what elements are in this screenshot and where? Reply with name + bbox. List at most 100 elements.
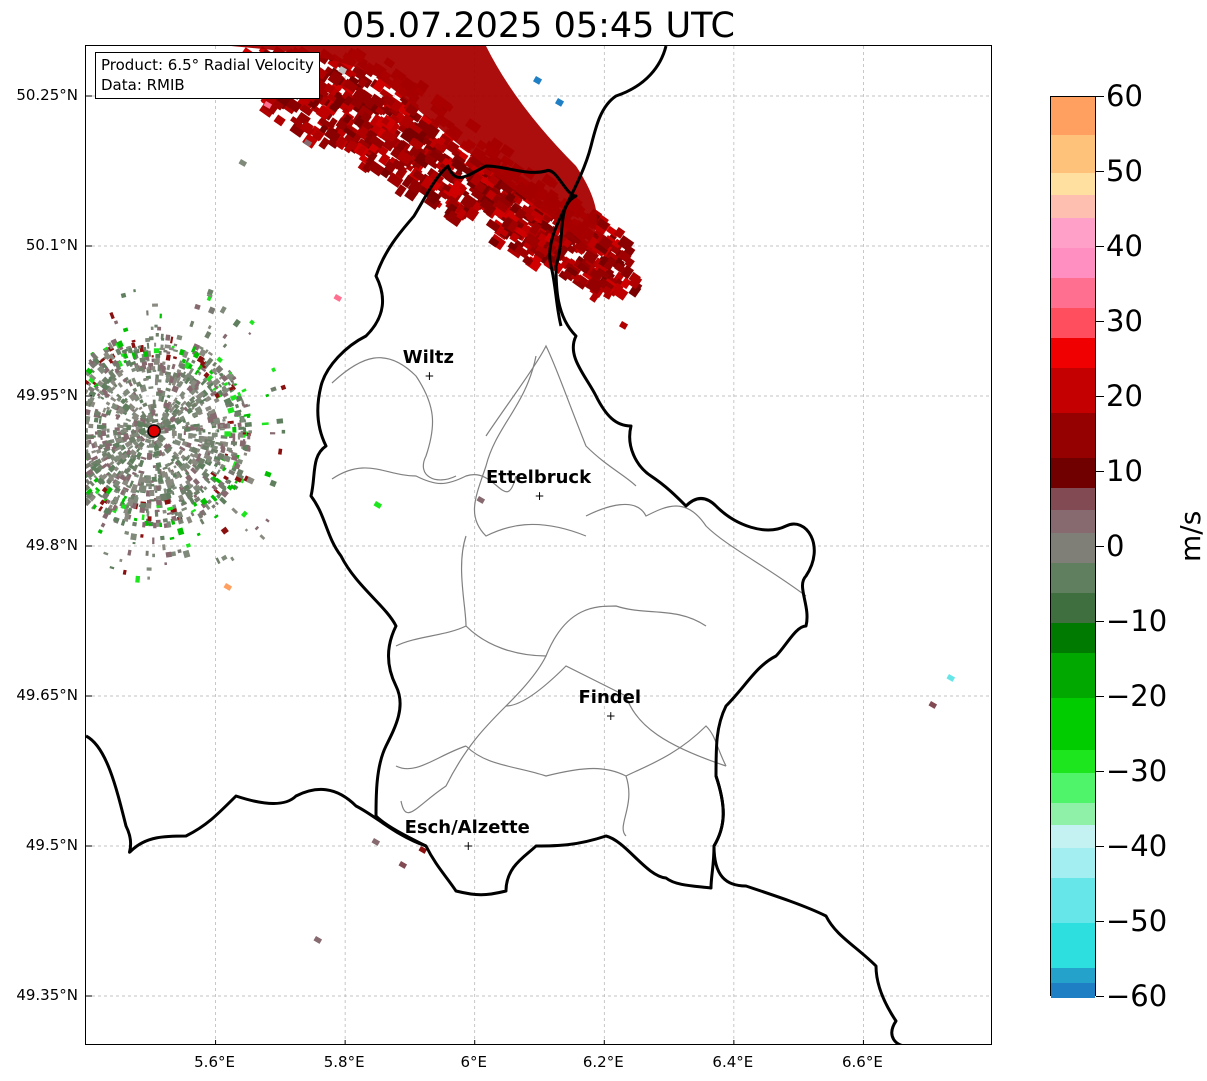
radar-echo-pixel [199, 488, 205, 494]
radar-echo-pixel [197, 411, 203, 416]
radar-echo-pixel [114, 486, 121, 493]
radar-echo-pixel [189, 320, 195, 328]
radar-echo-pixel [185, 421, 190, 426]
radar-echo-pixel [204, 502, 211, 511]
radar-echo-pixel [386, 121, 400, 135]
radar-echo-pixel [166, 506, 174, 511]
germany-belgium-border [548, 46, 668, 327]
radar-echo-pixel [222, 416, 228, 420]
radar-echo-pixel [131, 352, 136, 360]
radar-echo-pixel [151, 418, 158, 424]
radar-echo-pixel [101, 430, 107, 437]
radar-echo-pixel [86, 371, 90, 377]
radar-echo-pixel [232, 426, 237, 433]
radar-echo-pixel [146, 452, 153, 460]
colorbar-segment [1051, 487, 1095, 510]
radar-echo-pixel [224, 479, 230, 485]
radar-echo-pixel [187, 363, 193, 370]
radar-echo-pixel [123, 514, 130, 522]
canton-line [331, 357, 457, 481]
radar-echo-pixel [169, 536, 175, 540]
radar-echo-pixel [261, 422, 269, 426]
radar-echo-pixel [152, 399, 156, 407]
radar-echo-pixel [92, 357, 101, 366]
canton-line [465, 745, 630, 837]
radar-echo-pixel [133, 407, 139, 413]
radar-echo-pixel [360, 111, 372, 124]
radar-echo-pixel [614, 257, 625, 267]
radar-echo-pixel [215, 557, 221, 565]
radar-echo-pixel [99, 499, 106, 506]
radar-echo-pixel [182, 549, 191, 559]
radar-echo-pixel [138, 418, 146, 426]
radar-echo-pixel [141, 361, 148, 366]
radar-echo-pixel [155, 462, 162, 469]
radar-echo-pixel [117, 407, 125, 415]
radar-echo-pixel [184, 376, 191, 385]
radar-echo-pixel [528, 221, 542, 236]
radar-echo-pixel [122, 404, 130, 412]
radar-echo-pixel [334, 91, 343, 101]
radar-echo-pixel [382, 127, 398, 142]
radar-echo-pixel [112, 517, 120, 523]
radar-echo-pixel [408, 122, 423, 135]
radar-echo-pixel [230, 440, 238, 446]
radar-echo-pixel [602, 285, 612, 296]
colorbar-tick-label: −30 [1106, 754, 1168, 788]
radar-echo-pixel [413, 151, 432, 169]
radar-echo-pixel [86, 478, 91, 485]
radar-echo-pixel [116, 490, 120, 494]
radar-echo-pixel [620, 265, 634, 280]
radar-echo-pixel [131, 342, 136, 349]
radar-echo-pixel [127, 403, 136, 412]
radar-echo-pixel [188, 367, 195, 376]
radar-echo-pixel [240, 430, 244, 435]
radar-echo-pixel [132, 391, 137, 397]
radar-echo-pixel [210, 390, 218, 397]
national-borders [86, 46, 903, 1044]
radar-echo-pixel [179, 445, 186, 452]
radar-echo-pixel [213, 455, 221, 461]
radar-echo-pixel [128, 347, 134, 354]
colorbar-segment [1051, 457, 1095, 488]
radar-echo-pixel [147, 516, 152, 522]
radar-echo-pixel [115, 414, 120, 420]
canton-line [585, 503, 807, 597]
radar-echo-pixel [109, 565, 115, 570]
radar-echo-pixel [179, 390, 186, 398]
radar-echo-pixel [129, 449, 137, 457]
radar-echo-pixel [160, 395, 165, 403]
radar-echo-pixel [221, 554, 228, 561]
radar-echo-pixel [114, 446, 122, 452]
radar-echo-pixel [596, 267, 610, 280]
radar-echo-pixel [204, 477, 211, 484]
city-marker: + [424, 369, 434, 383]
radar-echo-pixel [193, 386, 199, 391]
radar-echo-pixel [427, 189, 442, 203]
radar-map[interactable]: + + + + [85, 45, 992, 1045]
radar-echo-pixel [198, 345, 204, 351]
radar-echo-pixel [158, 350, 162, 355]
product-label: Product: 6.5° Radial Velocity [101, 56, 314, 74]
radar-echo-pixel [191, 346, 197, 353]
radar-echo-pixel [123, 495, 128, 500]
radar-echo-pixel [171, 378, 178, 387]
radar-echo-pixel [222, 441, 229, 447]
radar-echo-pixel [166, 364, 171, 371]
radar-echo-pixel [121, 348, 129, 354]
radar-echo-pixel [318, 117, 331, 129]
radar-echo-pixel [233, 453, 238, 457]
radar-echo-pixel [197, 364, 203, 371]
radar-echo-pixel [203, 486, 208, 491]
radar-echo-pixel [144, 508, 149, 511]
radar-echo-pixel [155, 332, 159, 337]
radar-echo-pixel [382, 94, 396, 107]
radar-echo-pixel [162, 361, 166, 365]
radar-echo-pixel [185, 474, 193, 483]
radar-echo-pixel [212, 422, 216, 427]
radar-echo-pixel [299, 122, 315, 136]
radar-echo-pixel [116, 396, 122, 403]
radar-echo-pixel [211, 504, 216, 509]
radar-echo-pixel [171, 385, 179, 393]
radar-echo-pixel [111, 397, 117, 402]
